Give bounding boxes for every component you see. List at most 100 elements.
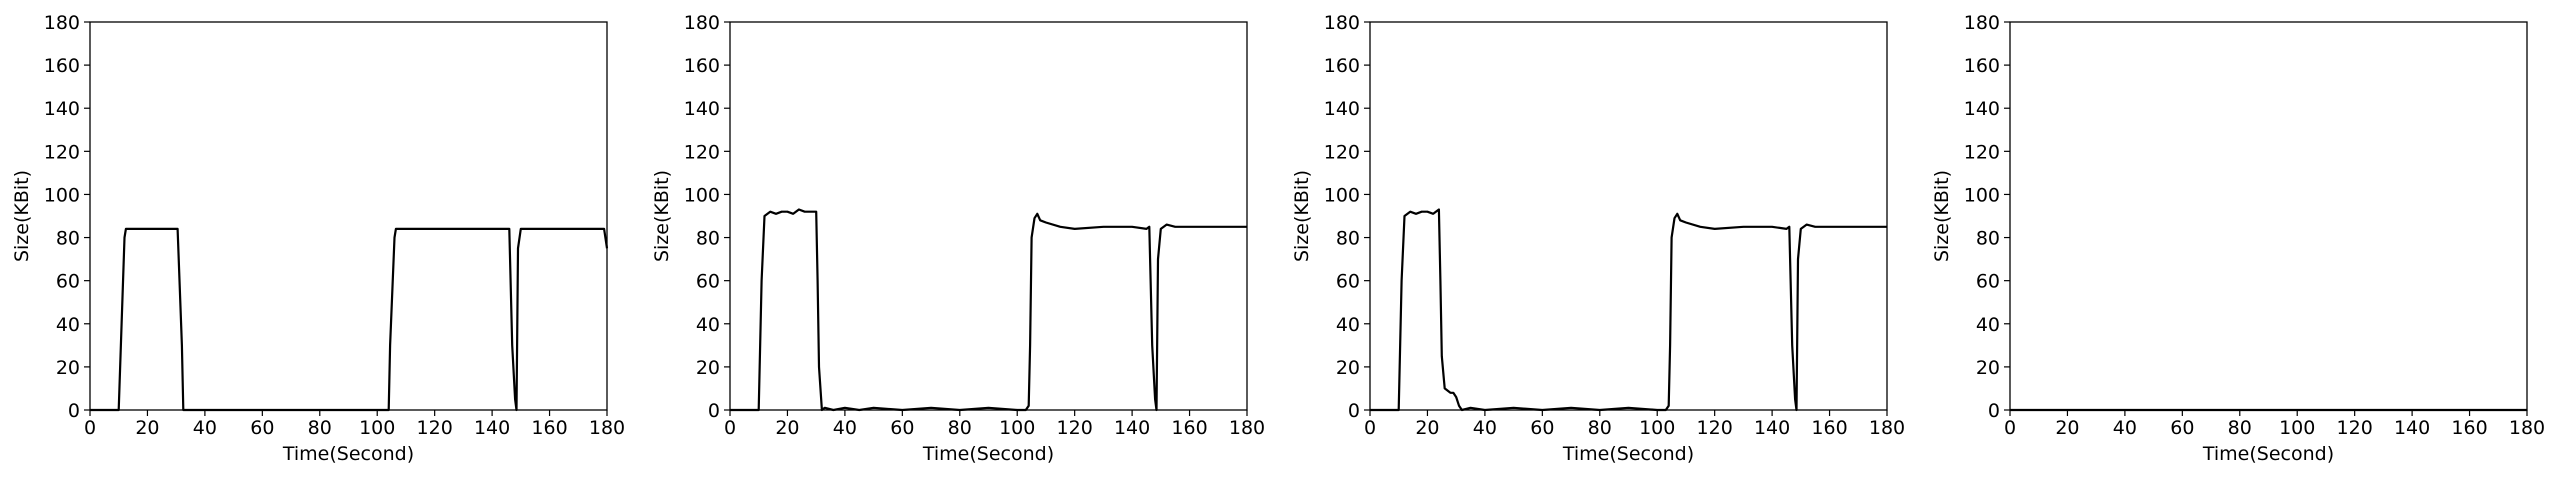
y-tick-label: 0 (708, 400, 720, 422)
x-tick-label: 160 (531, 417, 567, 439)
x-tick-label: 0 (724, 417, 736, 439)
x-tick-label: 180 (589, 417, 625, 439)
x-tick-label: 120 (1057, 417, 1093, 439)
y-tick-label: 60 (1336, 271, 1360, 293)
x-tick-label: 80 (308, 417, 332, 439)
y-tick-label: 140 (684, 98, 720, 120)
x-tick-label: 180 (1229, 417, 1265, 439)
plot-frame (729, 21, 1248, 411)
y-tick-label: 60 (696, 271, 720, 293)
x-tick-label: 0 (1364, 417, 1376, 439)
y-tick-label: 60 (56, 271, 80, 293)
x-tick-label: 40 (2113, 417, 2137, 439)
y-axis-label: Size(KBit) (1291, 170, 1313, 262)
x-axis-label: Time(Second) (282, 443, 414, 465)
y-tick-label: 80 (1976, 228, 2000, 250)
chart-panel-4: 0 20 40 60 80 100 120 140 160 180 0 20 40 60 80 100 120 1… (1931, 12, 2545, 465)
x-tick-label: 80 (948, 417, 972, 439)
chart-panel-2: 0 20 40 60 80 100 120 140 160 180 0 20 40 60 80 100 120 1… (651, 12, 1265, 465)
x-tick-label: 60 (890, 417, 914, 439)
y-axis-label: Size(KBit) (651, 170, 673, 262)
x-tick-label: 180 (1869, 417, 1905, 439)
x-tick-label: 20 (135, 417, 159, 439)
series-line-1 (730, 208, 1247, 412)
y-tick-label: 80 (1336, 228, 1360, 250)
y-tick-label: 0 (1988, 400, 2000, 422)
x-tick-label: 80 (2228, 417, 2252, 439)
x-tick-label: 40 (833, 417, 857, 439)
y-tick-label: 180 (44, 12, 80, 34)
x-tick-label: 60 (250, 417, 274, 439)
x-tick-label: 140 (1754, 417, 1790, 439)
y-tick-label: 140 (44, 98, 80, 120)
y-tick-label: 120 (1324, 141, 1360, 163)
x-tick-label: 120 (417, 417, 453, 439)
y-tick-label: 180 (684, 12, 720, 34)
x-tick-label: 100 (1639, 417, 1675, 439)
x-tick-label: 0 (2004, 417, 2016, 439)
y-tick-label: 20 (696, 357, 720, 379)
plot-frame (2009, 21, 2528, 411)
x-tick-label: 20 (1415, 417, 1439, 439)
series-line-1 (1370, 208, 1887, 412)
y-axis-label: Size(KBit) (11, 170, 33, 262)
y-tick-label: 0 (1348, 400, 1360, 422)
y-tick-label: 20 (56, 357, 80, 379)
y-axis-label: Size(KBit) (1931, 170, 1953, 262)
plot-frame (89, 21, 608, 411)
y-tick-label: 100 (1324, 184, 1360, 206)
x-tick-label: 40 (1473, 417, 1497, 439)
y-tick-label: 100 (1964, 184, 2000, 206)
x-tick-label: 100 (2279, 417, 2315, 439)
y-tick-label: 100 (684, 184, 720, 206)
x-tick-label: 160 (1811, 417, 1847, 439)
series-line-1 (90, 227, 609, 412)
y-tick-label: 160 (1324, 55, 1360, 77)
x-axis-label: Time(Second) (1562, 443, 1694, 465)
y-tick-label: 100 (44, 184, 80, 206)
x-tick-label: 80 (1588, 417, 1612, 439)
y-tick-label: 40 (56, 314, 80, 336)
x-tick-label: 60 (1530, 417, 1554, 439)
x-tick-label: 60 (2170, 417, 2194, 439)
y-tick-label: 40 (1976, 314, 2000, 336)
y-tick-label: 80 (56, 228, 80, 250)
x-tick-label: 160 (2451, 417, 2487, 439)
x-tick-label: 20 (2055, 417, 2079, 439)
chart-panel-1: 0 20 40 60 80 100 120 140 160 180 0 20 40 60 80 100 120 1… (11, 12, 625, 465)
y-tick-label: 160 (684, 55, 720, 77)
x-tick-label: 0 (84, 417, 96, 439)
y-tick-label: 20 (1336, 357, 1360, 379)
y-tick-label: 180 (1324, 12, 1360, 34)
y-tick-label: 120 (44, 141, 80, 163)
y-tick-label: 120 (684, 141, 720, 163)
x-tick-label: 140 (474, 417, 510, 439)
y-tick-label: 140 (1324, 98, 1360, 120)
x-tick-label: 20 (775, 417, 799, 439)
plot-frame (1369, 21, 1888, 411)
x-tick-label: 180 (2509, 417, 2545, 439)
chart-panel-3: 0 20 40 60 80 100 120 140 160 180 0 20 40 60 80 100 120 1… (1291, 12, 1905, 465)
y-tick-label: 160 (1964, 55, 2000, 77)
x-tick-label: 120 (2337, 417, 2373, 439)
y-tick-label: 120 (1964, 141, 2000, 163)
y-tick-label: 60 (1976, 271, 2000, 293)
y-tick-label: 20 (1976, 357, 2000, 379)
x-tick-label: 160 (1171, 417, 1207, 439)
x-tick-label: 120 (1697, 417, 1733, 439)
x-tick-label: 40 (193, 417, 217, 439)
y-tick-label: 40 (696, 314, 720, 336)
x-axis-label: Time(Second) (2202, 443, 2334, 465)
x-tick-label: 140 (1114, 417, 1150, 439)
y-tick-label: 160 (44, 55, 80, 77)
y-tick-label: 0 (68, 400, 80, 422)
y-tick-label: 180 (1964, 12, 2000, 34)
y-tick-label: 140 (1964, 98, 2000, 120)
y-tick-label: 40 (1336, 314, 1360, 336)
x-tick-label: 140 (2394, 417, 2430, 439)
x-tick-label: 100 (999, 417, 1035, 439)
x-axis-label: Time(Second) (922, 443, 1054, 465)
x-tick-label: 100 (359, 417, 395, 439)
